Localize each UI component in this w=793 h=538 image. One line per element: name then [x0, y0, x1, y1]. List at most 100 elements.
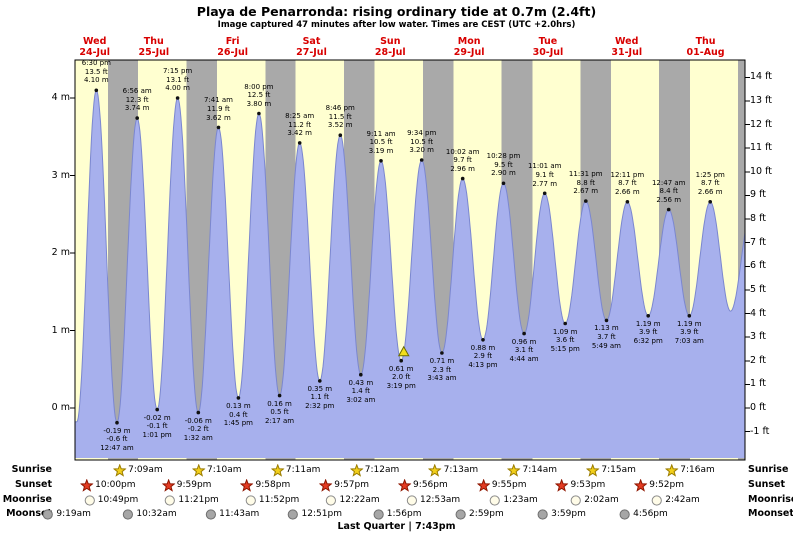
right-axis-label: 5 ft [750, 283, 766, 295]
low-tide-m: -0.19 m [103, 426, 131, 435]
high-tide-time: 11:31 pm [568, 170, 603, 179]
sunrise-entry: 7:12am [349, 463, 399, 477]
high-tide-time: 7:15 pm [163, 67, 193, 75]
moonset-entry: 11:43am [204, 508, 259, 521]
left-axis-label: 3 m [51, 169, 70, 181]
tide-extreme-dot [687, 314, 692, 318]
moonrise-entry: 1:23am [488, 494, 538, 507]
astro-row-label-left: Moonset [6, 508, 52, 519]
low-tide-ft: 0.5 ft [270, 408, 289, 417]
moonset-time: 2:59pm [469, 508, 504, 519]
tide-extreme-dot [666, 207, 671, 212]
high-tide-m: 2.56 m [656, 195, 682, 204]
high-tide-ft: 9.5 ft [494, 160, 513, 169]
low-tide-m: 0.88 m [470, 343, 496, 352]
sunset-icon-shape [80, 478, 94, 492]
tide-extreme-dot [318, 379, 322, 383]
moonrise-entry: 12:53am [405, 494, 460, 507]
day-name: Fri [225, 36, 240, 47]
day-date: 27-Jul [296, 47, 327, 58]
high-tide-time: 9:34 pm [407, 129, 437, 137]
low-tide-m: 0.96 m [511, 337, 537, 346]
moonrise-entry: 10:49pm [83, 494, 138, 507]
low-tide-ft: 1.4 ft [351, 387, 371, 396]
left-axis-label: 1 m [51, 324, 70, 336]
sunrise-icon-shape [349, 463, 363, 477]
high-tide-time: 12:47 am [651, 178, 686, 187]
day-header: Mon 29-Jul [454, 36, 485, 58]
right-axis-label: 4 ft [750, 307, 766, 319]
right-axis-label: 12 ft [750, 118, 773, 130]
moonset-time: 9:19am [56, 508, 91, 519]
day-header: Thu 25-Jul [138, 36, 169, 58]
moonset-icon [619, 508, 630, 520]
low-tide-ft: -0.6 ft [106, 435, 128, 444]
high-tide-label: 12:11 pm 8.7 ft 2.66 m [611, 171, 645, 197]
moonset-entry: 2:59pm [454, 508, 504, 521]
day-header: Wed 24-Jul [79, 36, 110, 58]
tide-extreme-dot [135, 116, 139, 120]
right-axis-label: 10 ft [750, 165, 773, 177]
moonrise-entry: 11:52pm [244, 494, 299, 507]
tide-extreme-dot [277, 393, 282, 398]
high-tide-label: 10:28 pm 9.5 ft 2.90 m [487, 152, 521, 178]
tide-extreme-dot [216, 125, 221, 130]
day-date: 24-Jul [79, 47, 111, 58]
low-tide-ft: 1.1 ft [310, 393, 329, 402]
moonrise-icon-shape [489, 494, 500, 506]
tide-area [75, 90, 745, 459]
low-tide-label: 0.88 m 2.9 ft 4:13 pm [468, 344, 497, 370]
left-axis-label: 0 m [51, 402, 70, 413]
sunrise-icon [349, 463, 363, 477]
current-time-marker [397, 345, 410, 357]
low-tide-time: 1:45 pm [223, 419, 253, 428]
sunset-icon [398, 478, 412, 492]
low-tide-m: -0.06 m [184, 416, 212, 425]
right-axis-label: -1 ft [750, 425, 770, 437]
sunset-icon-shape [161, 478, 175, 492]
day-header: Sun 28-Jul [375, 36, 406, 58]
tide-extreme-dot [522, 331, 526, 336]
sunrise-icon-shape [270, 463, 284, 477]
sunrise-icon-shape [665, 463, 679, 477]
right-axis-label: 2 ft [750, 354, 766, 366]
right-axis-label: 3 ft [750, 331, 766, 343]
tide-extreme-dot [419, 158, 424, 162]
high-tide-m: 3.62 m [206, 113, 231, 122]
sunrise-entry: 7:15am [586, 463, 636, 477]
right-axis-label: 1 ft [750, 378, 766, 390]
sunset-time: 9:55pm [491, 479, 527, 490]
day-header: Wed 31-Jul [611, 36, 642, 58]
sunset-entry: 9:52pm [634, 478, 684, 492]
moonset-time: 1:56pm [386, 508, 422, 519]
high-tide-m: 2.90 m [491, 169, 516, 178]
tide-extreme-dot [399, 358, 404, 363]
moonset-entry: 4:56pm [618, 508, 668, 521]
day-date: 30-Jul [532, 47, 564, 58]
high-tide-ft: 8.4 ft [659, 187, 678, 196]
astro-row-label-right: Sunrise [748, 464, 789, 475]
sunrise-icon-shape [428, 463, 442, 477]
day-date: 28-Jul [374, 47, 406, 58]
moonrise-entry: 2:02am [569, 494, 619, 507]
tide-extreme-dot [481, 338, 485, 342]
tide-extreme-dot [236, 396, 241, 400]
low-tide-m: 1.19 m [677, 319, 702, 328]
tide-extreme-dot [115, 420, 119, 425]
high-tide-m: 2.96 m [450, 164, 475, 173]
right-axis-label: 7 ft [750, 236, 766, 248]
sunset-icon [555, 478, 569, 492]
moonrise-icon [84, 494, 95, 506]
moonset-icon [42, 508, 54, 520]
sunset-time: 10:00pm [95, 479, 136, 490]
low-tide-time: 1:32 am [183, 433, 213, 442]
low-tide-m: 1.19 m [635, 319, 661, 328]
sunset-entry: 9:55pm [476, 478, 527, 492]
day-date: 29-Jul [453, 47, 485, 58]
sunrise-time: 7:10am [207, 464, 242, 475]
moonrise-icon [325, 494, 337, 506]
day-header: Fri 26-Jul [217, 36, 248, 58]
chart-subtitle: Image captured 47 minutes after low wate… [217, 20, 576, 30]
sunrise-icon [192, 463, 206, 477]
sunset-entry: 9:53pm [555, 478, 605, 492]
